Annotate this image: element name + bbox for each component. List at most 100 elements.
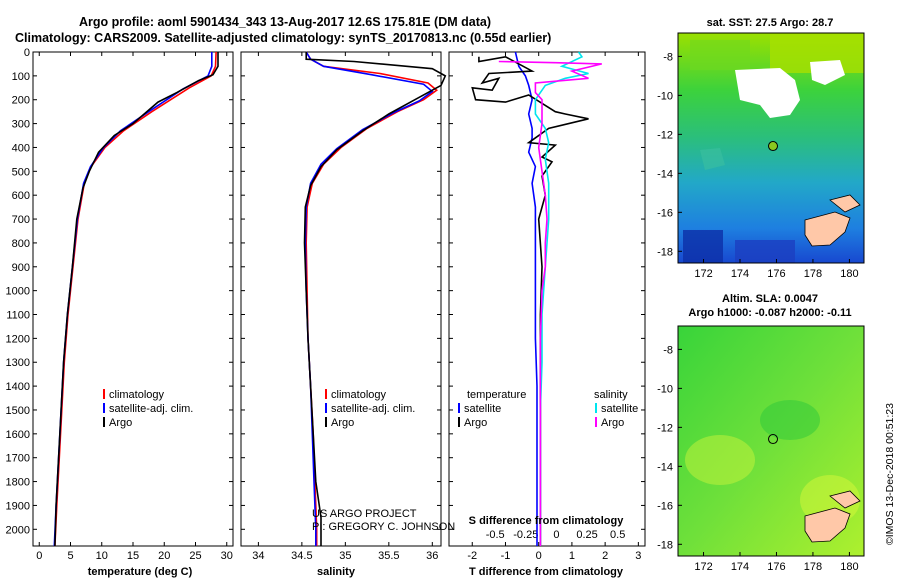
pi-text: PI: GREGORY C. JOHNSON [312, 521, 455, 533]
temperature-ytick-label: 200 [12, 95, 30, 107]
map-lat-label: -12 [657, 129, 673, 141]
temperature-xtick-label: 0 [36, 550, 42, 562]
map-lon-label: 176 [767, 561, 785, 573]
temperature-profile-panel: 0100200300400500600700800900100011001200… [6, 47, 234, 562]
temperature-ytick-label: 600 [12, 190, 30, 202]
temperature-ytick-label: 1400 [6, 381, 30, 393]
temperature-ytick-label: 1700 [6, 453, 30, 465]
difference-xlabel: T difference from climatology [469, 566, 624, 578]
difference-xtick-label: 0 [536, 550, 542, 562]
temperature-ytick-label: 1800 [6, 477, 30, 489]
salinity-xlabel: salinity [317, 566, 356, 578]
difference-xtick-label: 2 [602, 550, 608, 562]
sla-argo-marker [768, 434, 779, 445]
map-lon-label: 178 [804, 561, 822, 573]
difference-top-xtick-label: 0.5 [610, 529, 625, 541]
legend-label: satellite [464, 403, 501, 415]
sst-map-ticks: 172 174 176 178 180 -8 -10 -12 -14 -16 -18 [657, 51, 858, 280]
map-lat-label: -12 [657, 422, 673, 434]
temperature-ytick-label: 1000 [6, 286, 30, 298]
temperature-ytick-label: 2000 [6, 524, 30, 536]
legend-title: salinity [594, 389, 628, 401]
map-lon-label: 180 [840, 268, 858, 280]
salinity-xtick-label: 36 [426, 550, 438, 562]
map-lat-label: -18 [657, 246, 673, 258]
legend-label: climatology [331, 389, 387, 401]
map-lat-label: -18 [657, 539, 673, 551]
difference-top-xlabel: S difference from climatology [469, 515, 625, 527]
series-climatology [54, 51, 217, 547]
legend-label: satellite [601, 403, 638, 415]
sla-map [678, 326, 864, 556]
sla-map-title2: Argo h1000: -0.087 h2000: -0.11 [688, 307, 851, 319]
map-lon-label: 176 [767, 268, 785, 280]
map-lat-label: -8 [663, 51, 673, 63]
legend-label: climatology [109, 389, 165, 401]
salinity-xtick-label: 35 [339, 550, 351, 562]
temperature-ytick-label: 300 [12, 119, 30, 131]
credit-text: ©IMOS 13-Dec-2018 00:51:23 [884, 403, 896, 545]
header-line2: Climatology: CARS2009. Satellite-adjuste… [15, 31, 551, 45]
series-temperature-argo [471, 55, 589, 546]
temperature-ytick-label: 500 [12, 166, 30, 178]
legend-label: Argo [601, 417, 624, 429]
legend-label: satellite-adj. clim. [331, 403, 415, 415]
map-lat-label: -14 [657, 461, 673, 473]
temperature-xtick-label: 20 [158, 550, 170, 562]
map-lat-label: -16 [657, 500, 673, 512]
map-lat-label: -16 [657, 207, 673, 219]
map-lon-label: 174 [731, 268, 749, 280]
temperature-frame [32, 51, 234, 547]
series-argo [303, 52, 447, 546]
temperature-ytick-label: 700 [12, 214, 30, 226]
sla-map-title1: Altim. SLA: 0.0047 [722, 293, 818, 305]
map-lat-label: -14 [657, 168, 673, 180]
salinity-xtick-label: 35.5 [378, 550, 399, 562]
salinity-xtick-label: 34.5 [291, 550, 312, 562]
temperature-xlabel: temperature (deg C) [88, 566, 193, 578]
difference-top-xtick-label: -0.5 [486, 529, 505, 541]
series-temperature-satellite [514, 51, 538, 546]
project-text: US ARGO PROJECT [312, 508, 417, 520]
salinity-xtick-label: 34 [252, 550, 264, 562]
map-lon-label: 174 [731, 561, 749, 573]
temperature-xtick-label: 30 [221, 550, 233, 562]
legend-label: Argo [109, 417, 132, 429]
sst-argo-marker [768, 141, 779, 152]
difference-frame [448, 51, 646, 547]
temperature-xtick-label: 5 [67, 550, 73, 562]
sla-map-frame [677, 325, 865, 557]
map-lon-label: 172 [694, 561, 712, 573]
difference-top-xtick-label: -0.25 [513, 529, 538, 541]
temperature-xtick-label: 25 [189, 550, 201, 562]
sst-map-frame [677, 32, 865, 264]
salinity-profile-panel: 34 34.5 35 35.5 36 climatology satellite-adj. … [240, 51, 447, 562]
series-argo [54, 52, 219, 547]
map-lat-label: -8 [663, 344, 673, 356]
temperature-ytick-label: 0 [24, 47, 30, 59]
temperature-xtick-label: 10 [96, 550, 108, 562]
legend-label: satellite-adj. clim. [109, 403, 193, 415]
map-lat-label: -10 [657, 383, 673, 395]
series-salinity-satellite [534, 51, 589, 546]
difference-top-xtick-label: 0.25 [576, 529, 597, 541]
sst-map-title: sat. SST: 27.5 Argo: 28.7 [707, 17, 834, 29]
legend-label: Argo [331, 417, 354, 429]
temperature-ytick-label: 1600 [6, 429, 30, 441]
difference-xtick-label: -1 [501, 550, 511, 562]
legend-title: temperature [467, 389, 526, 401]
temperature-ytick-label: 800 [12, 238, 30, 250]
temperature-ytick-label: 900 [12, 262, 30, 274]
difference-xtick-label: 3 [635, 550, 641, 562]
sla-map-ticks: 172 174 176 178 180 -8 -10 -12 -14 -16 -18 [657, 344, 858, 573]
series-salinity-argo [498, 60, 602, 546]
map-lon-label: 178 [804, 268, 822, 280]
salinity-frame [240, 51, 442, 547]
temperature-ytick-label: 1100 [6, 310, 30, 322]
series-satellite-adj-clim- [53, 52, 213, 547]
map-lat-label: -10 [657, 90, 673, 102]
temperature-ytick-label: 1200 [6, 333, 30, 345]
temperature-ytick-label: 1900 [6, 500, 30, 512]
